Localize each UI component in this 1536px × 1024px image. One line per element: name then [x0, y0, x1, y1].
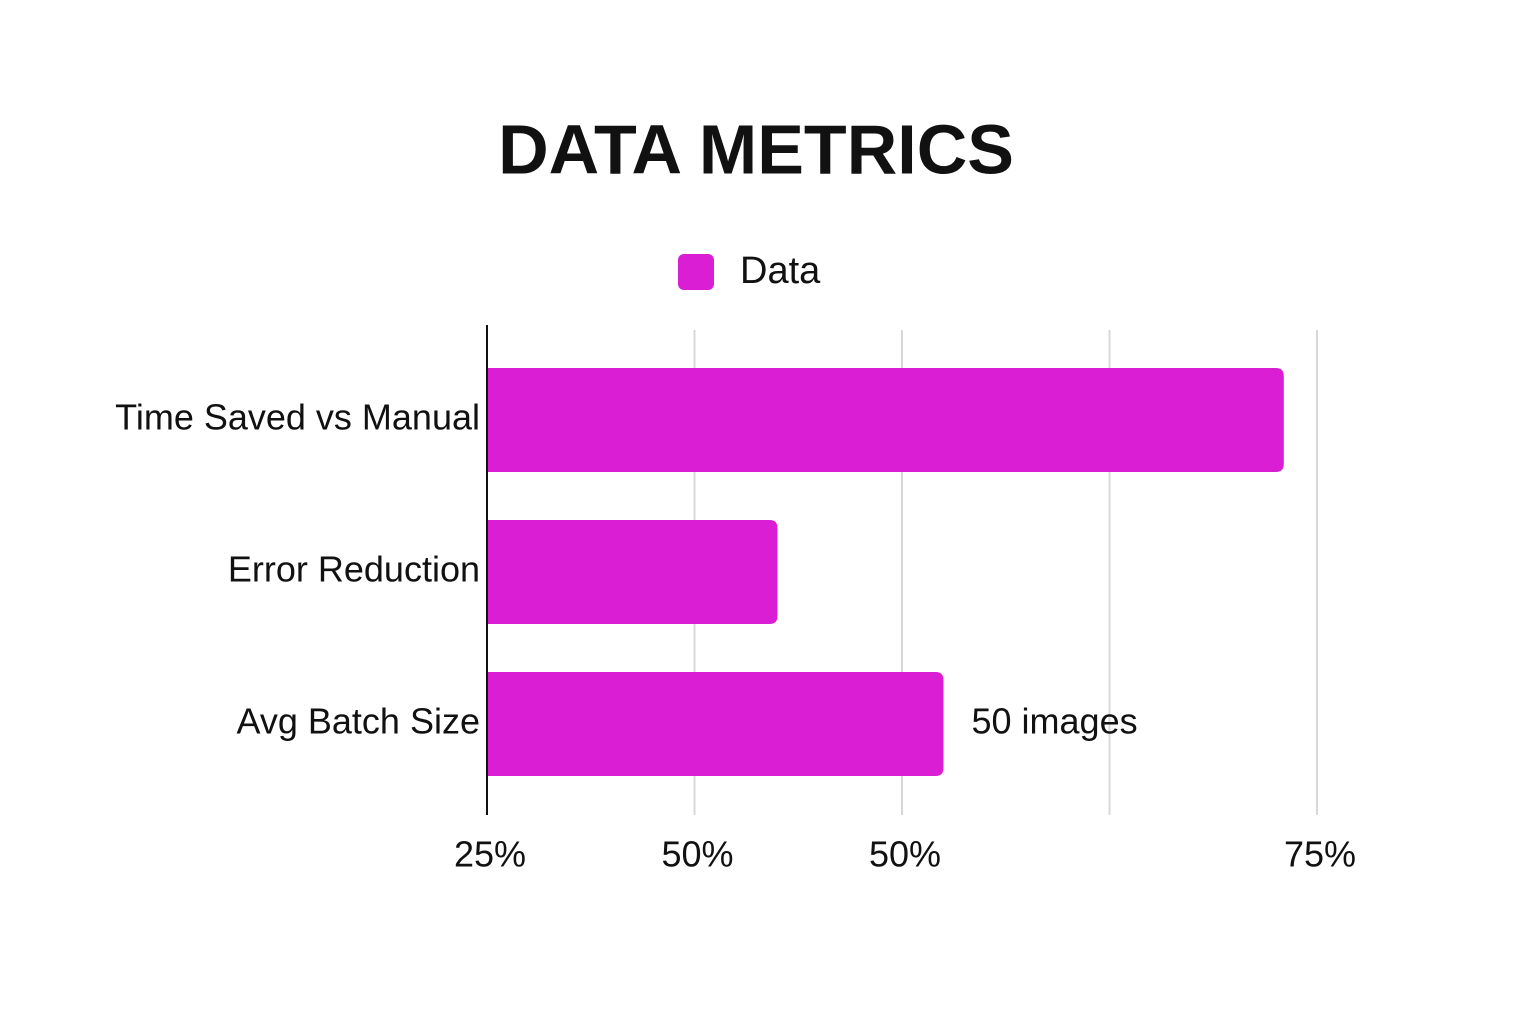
chart-title: DATA METRICS	[498, 110, 1014, 188]
y-tick-label: Avg Batch Size	[237, 701, 480, 742]
bar	[487, 368, 1284, 472]
x-tick-label: 50%	[661, 834, 733, 875]
legend-swatch	[678, 254, 714, 290]
bar	[487, 672, 944, 776]
bar	[487, 520, 778, 624]
legend-label: Data	[740, 250, 821, 292]
y-tick-label: Error Reduction	[228, 549, 480, 590]
x-tick-label: 75%	[1284, 834, 1356, 875]
x-tick-label: 25%	[454, 834, 526, 875]
y-tick-label: Time Saved vs Manual	[115, 397, 480, 438]
annotation: 50 images	[972, 701, 1138, 742]
x-tick-label: 50%	[869, 834, 941, 875]
